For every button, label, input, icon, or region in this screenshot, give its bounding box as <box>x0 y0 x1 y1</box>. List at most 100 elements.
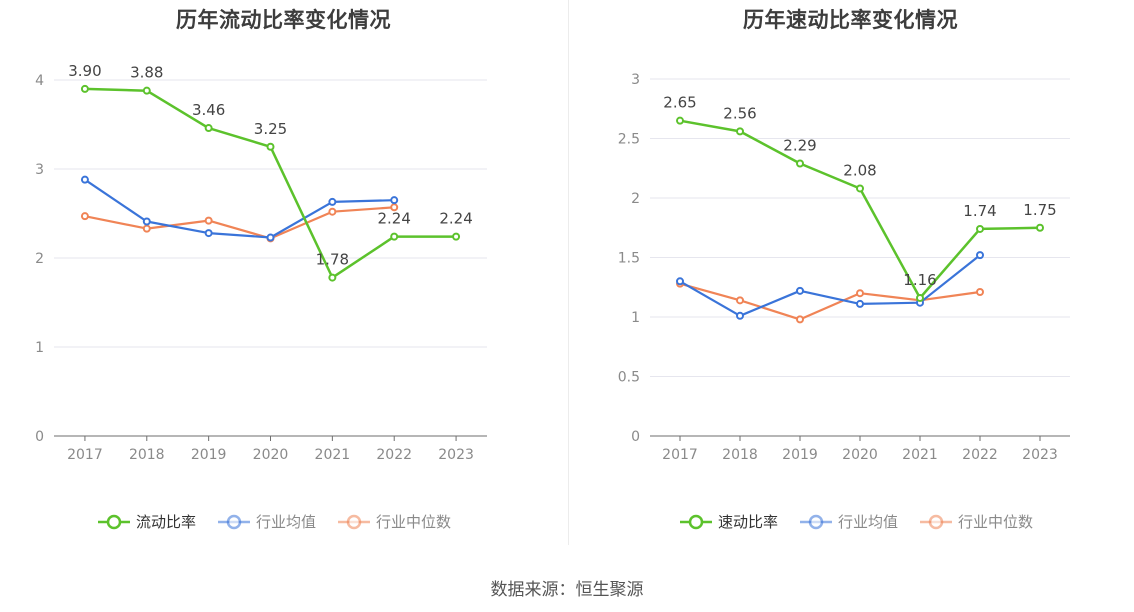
data-point[interactable] <box>142 217 151 226</box>
data-point[interactable] <box>916 293 924 302</box>
data-point[interactable] <box>452 232 461 241</box>
y-tick-label: 1.5 <box>618 251 640 267</box>
x-tick-label: 2017 <box>662 447 698 463</box>
data-label: 2.65 <box>663 94 696 112</box>
data-point[interactable] <box>204 216 213 225</box>
legend-marker <box>226 514 242 530</box>
data-label: 3.90 <box>68 62 101 80</box>
x-tick-label: 2019 <box>191 447 227 463</box>
x-tick-label: 2018 <box>129 447 165 463</box>
y-tick-label: 4 <box>35 73 44 89</box>
y-tick-label: 1 <box>35 340 44 356</box>
data-point[interactable] <box>796 315 804 324</box>
series-line-3 <box>679 282 981 321</box>
panel-divider <box>568 0 569 545</box>
y-tick-label: 0.5 <box>618 370 640 386</box>
data-point[interactable] <box>328 197 337 206</box>
data-point[interactable] <box>266 233 275 242</box>
legend-item-1[interactable]: 流动比率 <box>98 513 196 531</box>
y-tick-label: 2 <box>35 251 44 267</box>
data-point[interactable] <box>142 224 151 233</box>
data-label: 2.29 <box>783 136 816 154</box>
data-point[interactable] <box>266 142 275 151</box>
y-tick-label: 1 <box>631 310 640 326</box>
data-point[interactable] <box>676 116 684 125</box>
x-tick-label: 2017 <box>67 447 103 463</box>
data-point[interactable] <box>796 286 804 295</box>
legend-marker <box>928 514 944 530</box>
current-ratio-chart: 0 1 2 3 4 2017 2018 2019 2020 2021 2022 2023 3.90 3.8… <box>35 62 487 531</box>
x-tick-label: 2019 <box>782 447 818 463</box>
quick-ratio-chart: 0 0.5 1 1.5 2 2.5 3 2017 2018 2019 2020 2021 2022 202… <box>618 72 1070 531</box>
legend-item-1[interactable]: 速动比率 <box>680 513 778 531</box>
series-line-1 <box>84 87 457 279</box>
data-point[interactable] <box>736 127 744 136</box>
x-tick-label: 2022 <box>962 447 998 463</box>
data-point[interactable] <box>856 299 864 308</box>
data-label: 1.78 <box>316 251 349 269</box>
data-label: 2.24 <box>378 210 411 228</box>
data-point[interactable] <box>676 277 684 286</box>
legend-marker <box>808 514 824 530</box>
legend-item-3[interactable]: 行业中位数 <box>338 513 451 531</box>
data-point[interactable] <box>142 86 151 95</box>
data-point[interactable] <box>976 224 984 233</box>
chart-title: 历年流动比率变化情况 <box>176 8 391 32</box>
data-label: 2.24 <box>439 210 472 228</box>
legend-label: 行业中位数 <box>376 513 451 531</box>
x-tick-label: 2020 <box>253 447 289 463</box>
x-tick-label: 2022 <box>376 447 412 463</box>
series-line-2 <box>679 254 981 317</box>
data-point[interactable] <box>328 207 337 216</box>
data-point[interactable] <box>856 289 864 298</box>
x-tick-label: 2020 <box>842 447 878 463</box>
data-label: 2.56 <box>723 104 756 122</box>
data-label: 3.25 <box>254 120 287 138</box>
data-label: 2.08 <box>843 161 876 179</box>
data-point[interactable] <box>390 196 399 205</box>
legend-item-2[interactable]: 行业均值 <box>218 513 316 531</box>
legend-item-3[interactable]: 行业中位数 <box>920 513 1033 531</box>
data-point[interactable] <box>976 288 984 297</box>
series-line-2 <box>84 178 395 239</box>
y-tick-label: 0 <box>631 429 640 445</box>
data-label: 1.74 <box>963 202 996 220</box>
legend-label: 行业中位数 <box>958 513 1033 531</box>
data-point[interactable] <box>856 184 864 193</box>
current-ratio-chart-panel: 历年流动比率变化情况 0 1 2 3 4 2017 2018 2019 2020 2021 2022… <box>0 0 567 560</box>
x-tick-label: 2018 <box>722 447 758 463</box>
x-tick-label: 2021 <box>315 447 351 463</box>
y-tick-label: 2 <box>631 191 640 207</box>
y-tick-label: 3 <box>631 72 640 88</box>
legend-label: 行业均值 <box>838 513 898 531</box>
data-label: 1.75 <box>1023 201 1056 219</box>
data-point[interactable] <box>80 212 89 221</box>
data-point[interactable] <box>80 84 89 93</box>
data-point[interactable] <box>736 311 744 320</box>
y-tick-label: 2.5 <box>618 132 640 148</box>
data-point[interactable] <box>1036 223 1044 232</box>
legend-marker <box>106 514 122 530</box>
legend-label: 流动比率 <box>136 513 196 531</box>
legend-label: 行业均值 <box>256 513 316 531</box>
legend-item-2[interactable]: 行业均值 <box>800 513 898 531</box>
x-tick-label: 2021 <box>902 447 938 463</box>
data-point[interactable] <box>390 203 399 212</box>
chart-title: 历年速动比率变化情况 <box>743 8 958 32</box>
series-line-3 <box>84 206 395 240</box>
data-point[interactable] <box>328 273 337 282</box>
data-point[interactable] <box>390 232 399 241</box>
data-point[interactable] <box>796 159 804 168</box>
x-tick-label: 2023 <box>1022 447 1058 463</box>
legend-marker <box>346 514 362 530</box>
data-point[interactable] <box>204 124 213 133</box>
data-point[interactable] <box>976 251 984 260</box>
data-point[interactable] <box>80 175 89 184</box>
legend-label: 速动比率 <box>718 513 778 531</box>
legend-marker <box>688 514 704 530</box>
data-label: 3.46 <box>192 101 225 119</box>
data-label: 3.88 <box>130 64 163 82</box>
data-point[interactable] <box>736 296 744 305</box>
data-point[interactable] <box>204 229 213 238</box>
